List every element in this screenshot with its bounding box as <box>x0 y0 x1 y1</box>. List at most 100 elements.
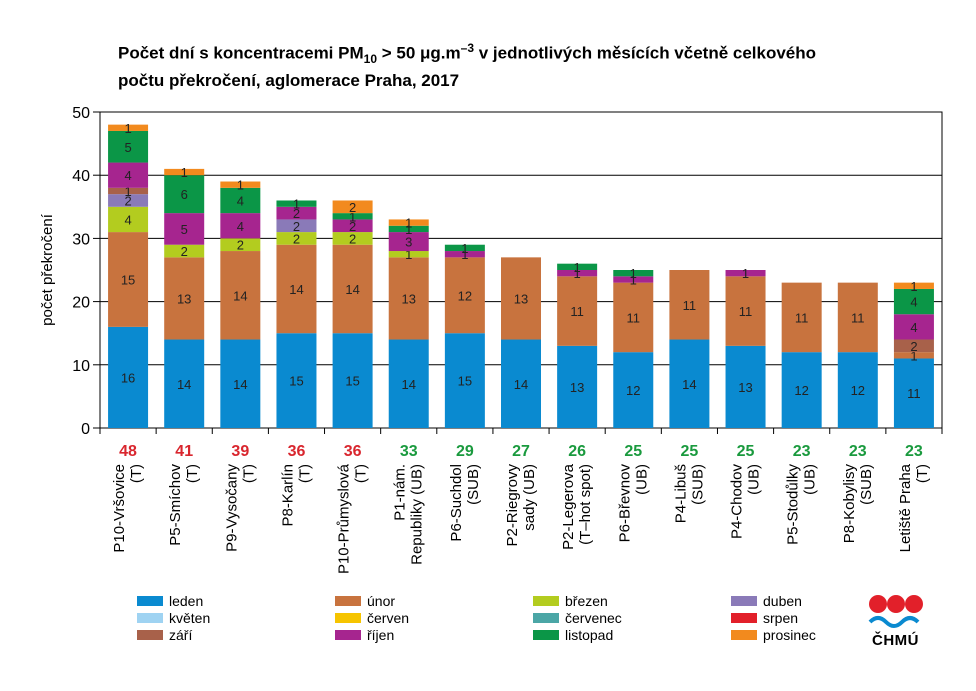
bar-segment <box>164 257 205 340</box>
y-tick-label: 50 <box>72 105 90 122</box>
bar-segment <box>108 232 149 327</box>
segment-label: 3 <box>405 235 412 250</box>
total-label: 23 <box>793 443 811 460</box>
bar-segment <box>164 175 205 214</box>
legend-label: duben <box>763 593 802 609</box>
segment-label: 1 <box>405 222 412 237</box>
y-tick-label: 40 <box>72 168 90 185</box>
legend-label: listopad <box>565 627 613 643</box>
category-label: P6-Suchdol(SUB) <box>448 464 482 542</box>
bar-segment <box>781 282 822 353</box>
bar-segment <box>669 339 710 428</box>
segment-label: 1 <box>405 247 412 262</box>
bar-segment <box>388 232 429 252</box>
bar-segment <box>613 270 654 277</box>
category-label: P2-Riegrovysady (UB) <box>504 464 538 547</box>
segment-label: 14 <box>289 282 303 297</box>
bar-segment <box>108 194 149 207</box>
legend-label: srpen <box>763 610 798 626</box>
bar-segment <box>108 162 149 188</box>
bar-segment <box>557 263 598 270</box>
segment-label: 15 <box>121 272 135 287</box>
segment-label: 11 <box>907 386 921 401</box>
bar-segment <box>220 238 261 252</box>
segment-label: 11 <box>739 304 753 319</box>
segment-label: 13 <box>514 291 528 306</box>
segment-label: 14 <box>401 377 415 392</box>
segment-label: 14 <box>177 377 191 392</box>
bar-segment <box>164 168 205 176</box>
legend-label: červenec <box>565 610 622 626</box>
segment-label: 2 <box>124 193 131 208</box>
bar-segment <box>220 339 261 428</box>
bar-segment <box>220 181 261 188</box>
y-axis-label: počet překročení <box>39 213 56 326</box>
segment-label: 14 <box>233 377 247 392</box>
segment-label: 4 <box>124 168 131 183</box>
category-label: P1-nám.Republiky (UB) <box>392 464 426 565</box>
segment-label: 12 <box>851 383 865 398</box>
total-label: 36 <box>344 443 362 460</box>
category-label: P5-Stodůlky(UB) <box>785 464 819 545</box>
bar-segment <box>332 213 373 220</box>
bar-segment <box>276 232 317 245</box>
bar-segment <box>893 282 934 289</box>
legend-swatch <box>137 630 163 640</box>
y-tick-label: 20 <box>72 295 90 312</box>
bar-segment <box>893 314 934 340</box>
legend-swatch <box>533 613 559 623</box>
category-label: P6-Břevnov(UB) <box>616 464 650 543</box>
category-label: Letiště Praha(T) <box>897 463 931 552</box>
legend-swatch <box>731 613 757 623</box>
y-tick-label: 0 <box>81 421 90 438</box>
total-label: 23 <box>905 443 923 460</box>
segment-label: 2 <box>181 244 188 259</box>
bar-segment <box>781 352 822 428</box>
bar-segment <box>725 276 766 346</box>
segment-label: 2 <box>237 238 244 253</box>
bar-segment <box>837 282 878 353</box>
bar-segment <box>557 276 598 346</box>
bar-segment <box>388 339 429 428</box>
segment-label: 14 <box>345 282 359 297</box>
segment-label: 12 <box>794 383 808 398</box>
segment-label: 6 <box>181 187 188 202</box>
total-label: 36 <box>288 443 306 460</box>
bar-segment <box>388 219 429 226</box>
chart-title: Počet dní s koncentracemi PM10 > 50 μg.m… <box>118 41 817 91</box>
segment-label: 12 <box>626 383 640 398</box>
category-label: P10-Vršovice(T) <box>111 464 145 553</box>
logo-text: ČHMÚ <box>872 632 919 649</box>
bar-segment <box>332 200 373 214</box>
legend-swatch <box>533 630 559 640</box>
bar-segment <box>557 270 598 277</box>
segment-label: 1 <box>461 241 468 256</box>
legend-label: únor <box>367 593 395 609</box>
segment-label: 14 <box>233 288 247 303</box>
bar-segment <box>444 251 485 258</box>
segment-label: 1 <box>124 184 131 199</box>
segment-label: 11 <box>795 310 809 325</box>
bar-segment <box>893 358 934 428</box>
bar-segment <box>444 244 485 252</box>
legend-swatch <box>137 596 163 606</box>
bar-segment <box>108 187 149 195</box>
bar-segment <box>220 213 261 239</box>
bar-segment <box>837 352 878 428</box>
segment-label: 11 <box>570 304 584 319</box>
segment-label: 16 <box>121 370 135 385</box>
segment-label: 4 <box>124 212 131 227</box>
total-label: 41 <box>175 443 193 460</box>
segment-label: 4 <box>237 219 244 234</box>
segment-label: 1 <box>742 266 749 281</box>
bar-segment <box>444 333 485 428</box>
bar-segment <box>388 251 429 258</box>
category-label: P2-Legerova(T–hot spot) <box>560 463 594 550</box>
total-label: 25 <box>737 443 755 460</box>
bar-segment <box>332 232 373 245</box>
segment-label: 15 <box>289 374 303 389</box>
total-label: 27 <box>512 443 530 460</box>
legend-swatch <box>731 630 757 640</box>
total-label: 25 <box>681 443 699 460</box>
